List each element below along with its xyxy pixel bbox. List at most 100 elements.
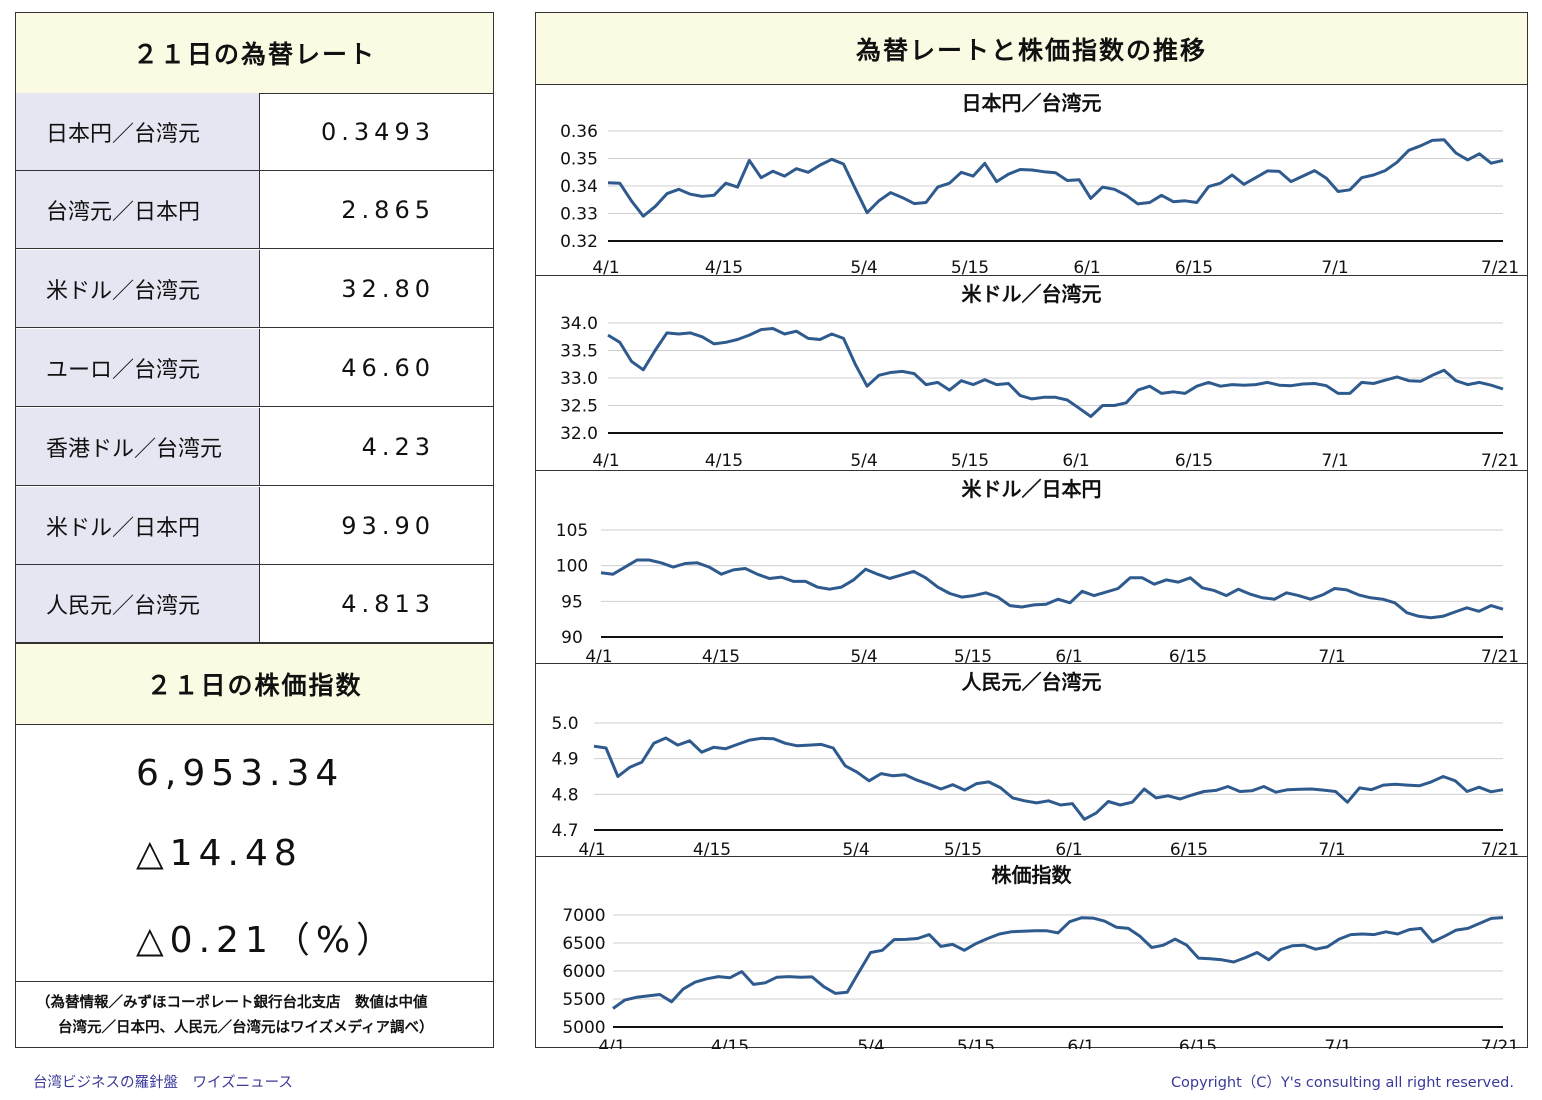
y-tick-label: 34.0 <box>560 314 598 334</box>
chart-usd-twd: 米ドル／台湾元 32.0 32.5 33.0 33.5 34.0 4/1 4/15 5/4 5/… <box>536 275 1527 471</box>
rates-panel: ２１日の為替レート 日本円／台湾元 0.3493 台湾元／日本円 2.865 米… <box>15 12 494 1048</box>
x-tick-label: 5/15 <box>954 647 992 664</box>
rate-value: 46.60 <box>341 353 435 382</box>
x-tick-label: 5/4 <box>857 1037 884 1049</box>
x-tick-label: 7/1 <box>1321 451 1348 471</box>
footer-site-name: 台湾ビジネスの羅針盤 ワイズニュース <box>33 1075 293 1091</box>
chart-svg: 5000 5500 6000 6500 7000 4/1 4/15 5/4 5/15 6/1 6/1… <box>562 906 1519 1049</box>
y-tick-label: 6500 <box>562 934 605 954</box>
chart-title: 日本円／台湾元 <box>961 91 1102 115</box>
rate-row: 香港ドル／台湾元 4.23 <box>16 408 493 486</box>
x-tick-label: 4/15 <box>693 840 731 857</box>
rate-value: 4.813 <box>341 589 435 618</box>
rate-name: 香港ドル／台湾元 <box>16 408 260 485</box>
series-line <box>607 138 1504 218</box>
rate-name: 米ドル／台湾元 <box>16 250 260 327</box>
x-tick-label: 6/15 <box>1169 647 1207 664</box>
rate-value: 4.23 <box>361 432 435 461</box>
chart-usd-jpy: 米ドル／日本円 90 95 100 105 4/1 4/15 5/4 5/15 6/1 6/15 7… <box>536 470 1527 664</box>
x-tick-label: 6/15 <box>1179 1037 1217 1049</box>
series-line <box>593 736 1504 821</box>
stock-values: 6,953.34 △14.48 △0.21（%） <box>16 723 493 982</box>
y-tick-label: 90 <box>561 628 583 648</box>
chart-title: 米ドル／台湾元 <box>961 282 1102 306</box>
chart-title: 米ドル／日本円 <box>961 477 1102 501</box>
y-tick-label: 0.32 <box>560 232 598 252</box>
y-tick-label: 33.0 <box>560 369 598 389</box>
x-tick-label: 5/4 <box>850 258 877 276</box>
series-line <box>607 327 1504 418</box>
rate-name: ユーロ／台湾元 <box>16 329 260 406</box>
stock-change-pct: △0.21（%） <box>136 920 399 961</box>
y-tick-label: 32.5 <box>560 397 598 417</box>
x-tick-label: 4/1 <box>592 451 619 471</box>
chart-stock-index: 株価指数 5000 5500 6000 6500 7000 4/1 4/15 5/4 5/15 6… <box>536 856 1527 1049</box>
note-line-2: 台湾元／日本円、人民元／台湾元はワイズメディア調べ） <box>58 1020 434 1036</box>
x-tick-label: 6/1 <box>1062 451 1089 471</box>
note-line-1: （為替情報／みずほコーポレート銀行台北支店 数値は中値 <box>36 995 428 1011</box>
rates-title: ２１日の為替レート <box>16 13 493 94</box>
x-tick-label: 6/1 <box>1073 258 1100 276</box>
x-tick-label: 5/4 <box>850 451 877 471</box>
y-tick-label: 0.35 <box>560 150 598 170</box>
rate-value: 2.865 <box>341 195 435 224</box>
x-tick-label: 5/15 <box>944 840 982 857</box>
x-tick-label: 7/21 <box>1481 647 1519 664</box>
y-tick-label: 32.0 <box>560 424 598 444</box>
x-tick-label: 6/15 <box>1175 258 1213 276</box>
x-tick-label: 4/1 <box>585 647 612 664</box>
x-tick-label: 6/1 <box>1067 1037 1094 1049</box>
rate-value: 93.90 <box>341 511 435 540</box>
y-tick-label: 4.7 <box>551 821 578 841</box>
chart-title: 人民元／台湾元 <box>961 670 1102 694</box>
y-tick-label: 105 <box>556 521 588 541</box>
x-tick-label: 7/21 <box>1481 451 1519 471</box>
y-tick-label: 7000 <box>562 906 605 926</box>
rate-name: 人民元／台湾元 <box>16 565 260 642</box>
y-tick-label: 0.36 <box>560 122 598 142</box>
x-tick-label: 4/15 <box>705 451 743 471</box>
y-tick-label: 0.34 <box>560 177 598 197</box>
rate-name: 台湾元／日本円 <box>16 171 260 248</box>
y-tick-label: 100 <box>556 557 588 577</box>
x-tick-label: 7/21 <box>1481 840 1519 857</box>
rate-row: 台湾元／日本円 2.865 <box>16 171 493 249</box>
rate-row: 日本円／台湾元 0.3493 <box>16 93 493 171</box>
x-tick-label: 6/15 <box>1170 840 1208 857</box>
y-tick-label: 5.0 <box>551 714 578 734</box>
y-tick-label: 6000 <box>562 962 605 982</box>
chart-svg: 32.0 32.5 33.0 33.5 34.0 4/1 4/15 5/4 5/15 6/1 6/1… <box>560 314 1519 471</box>
x-tick-label: 6/1 <box>1055 647 1082 664</box>
y-tick-label: 5500 <box>562 990 605 1010</box>
y-tick-label: 4.8 <box>551 785 578 805</box>
x-tick-label: 4/1 <box>592 258 619 276</box>
chart-svg: 90 95 100 105 4/1 4/15 5/4 5/15 6/1 6/15 7/1 7/21 <box>556 521 1519 664</box>
stock-title: ２１日の株価指数 <box>16 643 493 725</box>
x-tick-label: 5/4 <box>842 840 869 857</box>
x-tick-label: 7/1 <box>1318 647 1345 664</box>
x-tick-label: 7/1 <box>1321 258 1348 276</box>
rate-row: 人民元／台湾元 4.813 <box>16 565 493 643</box>
rate-row: ユーロ／台湾元 46.60 <box>16 329 493 407</box>
x-tick-label: 7/21 <box>1481 258 1519 276</box>
x-tick-label: 5/15 <box>951 258 989 276</box>
x-tick-label: 4/1 <box>578 840 605 857</box>
source-note: （為替情報／みずほコーポレート銀行台北支店 数値は中値 台湾元／日本円、人民元／… <box>16 983 493 1041</box>
x-tick-label: 7/1 <box>1324 1037 1351 1049</box>
y-tick-label: 5000 <box>562 1018 605 1038</box>
series-line <box>612 916 1504 1010</box>
y-tick-label: 0.33 <box>560 205 598 225</box>
charts-title: 為替レートと株価指数の推移 <box>536 13 1527 84</box>
rate-value: 0.3493 <box>321 117 435 146</box>
stock-change: △14.48 <box>136 833 303 874</box>
chart-svg: 0.32 0.33 0.34 0.35 0.36 4/1 4/15 5/4 5/15 6/1 6/1… <box>560 122 1519 276</box>
x-tick-label: 5/15 <box>957 1037 995 1049</box>
chart-cny-twd: 人民元／台湾元 4.7 4.8 4.9 5.0 4/1 4/15 5/4 5/15 6/1 6/1… <box>536 663 1527 857</box>
chart-title: 株価指数 <box>991 863 1072 887</box>
rate-row: 米ドル／日本円 93.90 <box>16 487 493 565</box>
rate-name: 日本円／台湾元 <box>16 93 260 170</box>
x-tick-label: 4/1 <box>598 1037 625 1049</box>
y-tick-label: 33.5 <box>560 342 598 362</box>
x-tick-label: 6/15 <box>1175 451 1213 471</box>
footer-copyright: Copyright（C）Y's consulting all right res… <box>1170 1075 1514 1091</box>
